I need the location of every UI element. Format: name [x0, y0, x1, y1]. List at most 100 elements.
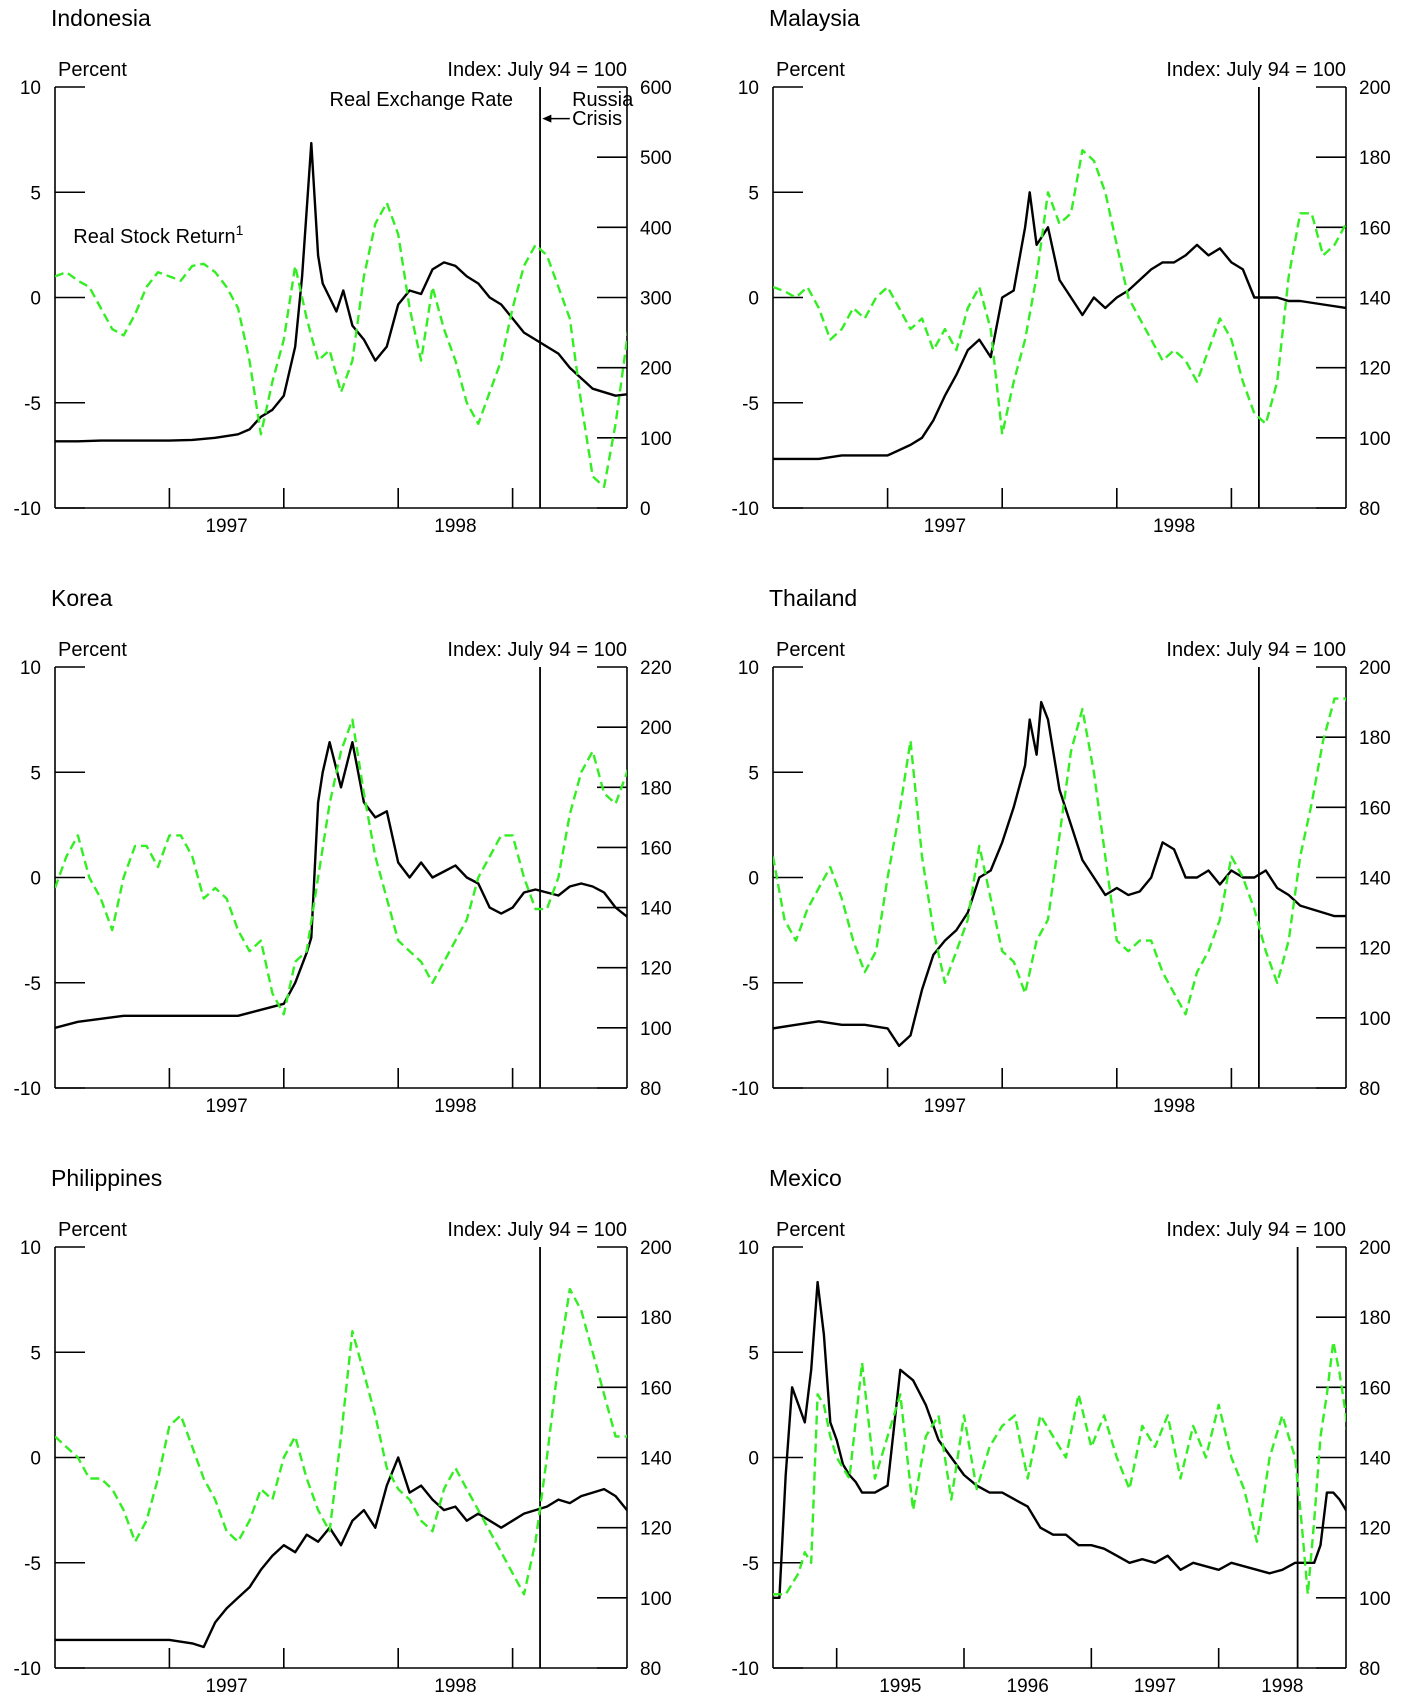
left-tick-label: -5 — [742, 1554, 759, 1575]
x-tick-label: 1998 — [434, 1096, 476, 1117]
annotation-russia: Russia — [572, 89, 634, 111]
series-real-stock-return — [773, 148, 1346, 436]
x-tick-label: 1997 — [205, 1676, 247, 1695]
right-axis-label: Index: July 94 = 100 — [447, 1219, 627, 1241]
left-tick-label: -10 — [14, 499, 41, 520]
right-tick-label: 140 — [1359, 869, 1391, 890]
right-tick-label: 120 — [1359, 1519, 1391, 1540]
right-tick-label: 200 — [640, 718, 672, 739]
panel-mexico: Mexico Percent Index: July 94 = 100 10 5 0 -5 -… — [732, 1165, 1391, 1695]
right-tick-label: 180 — [640, 778, 672, 799]
x-tick-label: 1998 — [1261, 1676, 1303, 1695]
series-real-exchange-rate — [773, 1280, 1346, 1600]
right-tick-label: 140 — [640, 899, 672, 920]
right-axis-label: Index: July 94 = 100 — [1166, 639, 1346, 661]
x-tick-label: 1998 — [434, 1676, 476, 1695]
right-tick-label: 160 — [1359, 1378, 1391, 1399]
left-tick-label: -10 — [14, 1079, 41, 1100]
left-tick-label: 10 — [738, 1238, 759, 1259]
left-tick-label: -10 — [732, 1079, 759, 1100]
series-real-stock-return — [773, 697, 1346, 1016]
right-tick-label: 500 — [640, 148, 672, 169]
x-tick-label: 1997 — [205, 516, 247, 537]
right-axis-label: Index: July 94 = 100 — [1166, 1219, 1346, 1241]
series-real-exchange-rate — [55, 741, 627, 1030]
right-tick-label: 120 — [1359, 359, 1391, 380]
left-axis-label: Percent — [776, 1219, 845, 1241]
left-axis-label: Percent — [776, 639, 845, 661]
crisis-arrowhead — [542, 114, 552, 123]
x-tick-label: 1997 — [924, 1096, 966, 1117]
right-tick-label: 80 — [1359, 499, 1380, 520]
panel-thailand: Thailand Percent Index: July 94 = 100 10 5 0 -… — [732, 585, 1391, 1117]
right-tick-label: 100 — [640, 429, 672, 450]
right-tick-label: 220 — [640, 658, 672, 679]
panel-malaysia: Malaysia Percent Index: July 94 = 100 10 5 0 -… — [732, 5, 1391, 537]
annotation-real-stock-return: Real Stock Return1 — [73, 222, 243, 248]
right-axis-label: Index: July 94 = 100 — [447, 59, 627, 81]
right-tick-label: 140 — [1359, 289, 1391, 310]
panel-title: Korea — [51, 585, 113, 611]
right-tick-label: 200 — [640, 359, 672, 380]
left-tick-label: 0 — [748, 1449, 759, 1470]
right-tick-label: 80 — [640, 1079, 661, 1100]
right-tick-label: 100 — [640, 1019, 672, 1040]
x-tick-label: 1997 — [205, 1096, 247, 1117]
right-tick-label: 100 — [1359, 429, 1391, 450]
left-tick-label: 5 — [748, 1343, 759, 1364]
right-tick-label: 180 — [1359, 1308, 1391, 1329]
right-tick-label: 160 — [640, 838, 672, 859]
left-tick-label: -10 — [732, 1659, 759, 1680]
right-tick-label: 80 — [1359, 1079, 1380, 1100]
right-tick-label: 200 — [640, 1238, 672, 1259]
series-real-exchange-rate — [773, 700, 1346, 1048]
right-tick-label: 140 — [640, 1449, 672, 1470]
left-tick-label: 5 — [748, 763, 759, 784]
left-tick-label: -10 — [732, 499, 759, 520]
left-tick-label: -10 — [14, 1659, 41, 1680]
left-tick-label: 0 — [748, 869, 759, 890]
left-axis-label: Percent — [58, 639, 127, 661]
left-tick-label: 10 — [738, 658, 759, 679]
right-tick-label: 180 — [1359, 148, 1391, 169]
right-tick-label: 180 — [640, 1308, 672, 1329]
series-real-exchange-rate — [773, 191, 1346, 461]
left-tick-label: -5 — [742, 974, 759, 995]
right-tick-label: 600 — [640, 78, 672, 99]
left-tick-label: -5 — [24, 974, 41, 995]
left-tick-label: 0 — [30, 869, 41, 890]
right-tick-label: 200 — [1359, 1238, 1391, 1259]
panel-philippines: Philippines Percent Index: July 94 = 100 10… — [14, 1165, 672, 1695]
annotation-crisis: Crisis — [572, 108, 622, 130]
right-tick-label: 80 — [640, 1659, 661, 1680]
right-tick-label: 0 — [640, 499, 651, 520]
left-axis-label: Percent — [58, 1219, 127, 1241]
right-tick-label: 400 — [640, 218, 672, 239]
right-tick-label: 300 — [640, 289, 672, 310]
right-tick-label: 120 — [1359, 939, 1391, 960]
left-tick-label: -5 — [24, 394, 41, 415]
panel-title: Malaysia — [769, 5, 860, 31]
x-tick-label: 1995 — [879, 1676, 921, 1695]
right-axis-label: Index: July 94 = 100 — [447, 639, 627, 661]
series-real-stock-return — [773, 1340, 1346, 1596]
series-real-stock-return — [55, 718, 627, 1016]
annotation-real-exchange-rate: Real Exchange Rate — [330, 89, 513, 111]
left-tick-label: 5 — [30, 183, 41, 204]
right-tick-label: 140 — [1359, 1449, 1391, 1470]
left-tick-label: 5 — [30, 1343, 41, 1364]
right-tick-label: 200 — [1359, 658, 1391, 679]
series-real-stock-return — [55, 201, 627, 489]
left-tick-label: 0 — [748, 289, 759, 310]
panel-title: Indonesia — [51, 5, 151, 31]
right-tick-label: 120 — [640, 959, 672, 980]
left-tick-label: 10 — [20, 1238, 41, 1259]
left-tick-label: 10 — [20, 78, 41, 99]
left-tick-label: 0 — [30, 289, 41, 310]
right-tick-label: 120 — [640, 1519, 672, 1540]
panel-korea: Korea Percent Index: July 94 = 100 10 5 0 -5 -1… — [14, 585, 672, 1117]
left-tick-label: 5 — [30, 763, 41, 784]
right-axis-label: Index: July 94 = 100 — [1166, 59, 1346, 81]
